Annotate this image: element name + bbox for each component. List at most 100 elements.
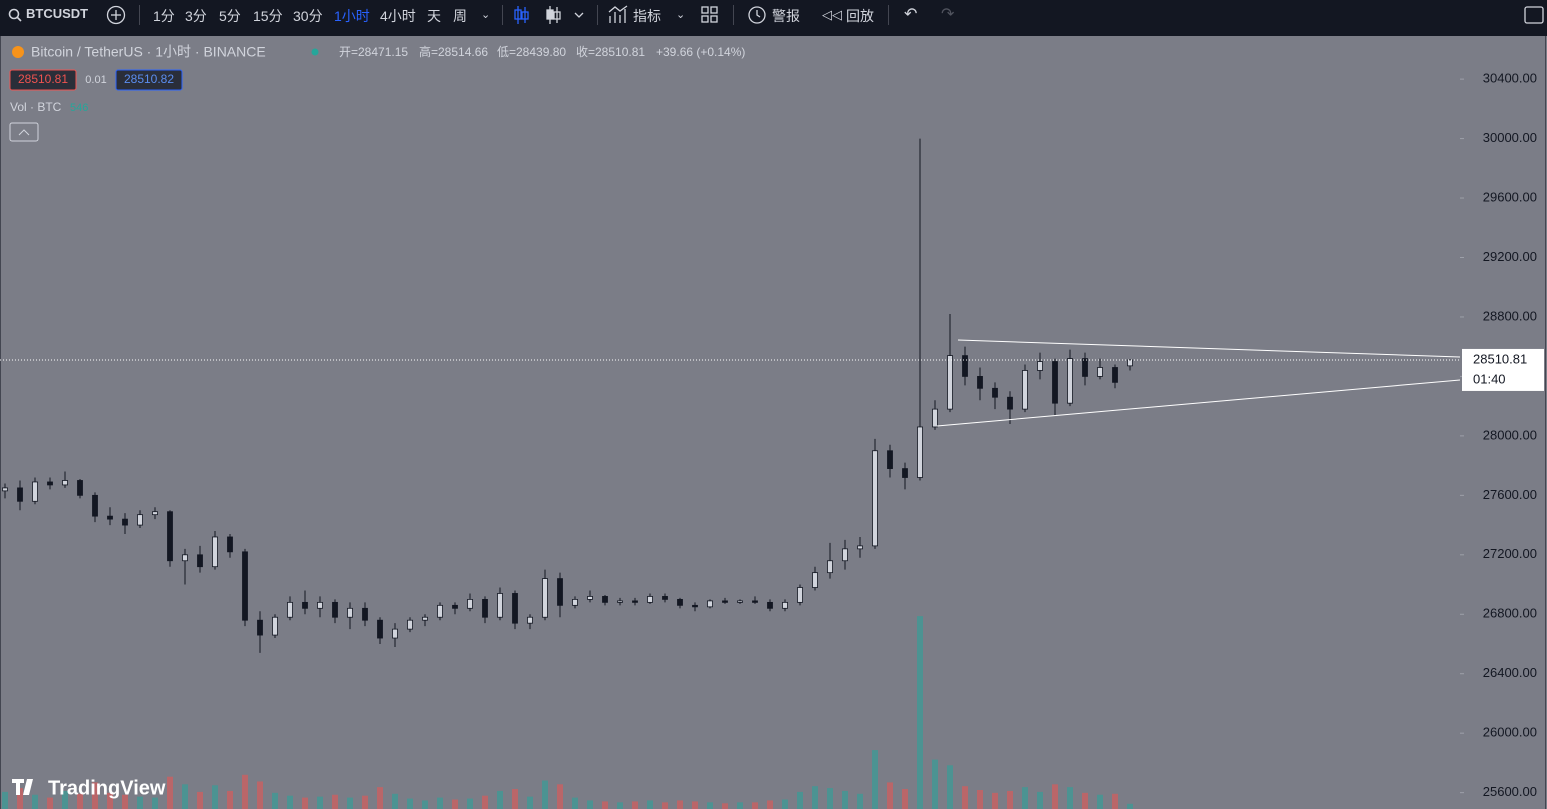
volume-bar <box>557 784 563 809</box>
candle-body <box>2 487 8 492</box>
candle-body <box>62 480 68 486</box>
interval[interactable]: 30分 <box>293 8 323 24</box>
volume-bar <box>677 800 683 809</box>
volume-bar <box>482 795 488 809</box>
volume-bar <box>857 793 863 809</box>
sell-price: 28510.81 <box>18 72 68 86</box>
logo-text: TradingView <box>48 777 166 799</box>
replay-button[interactable]: 回放 <box>846 8 874 24</box>
volume-bar <box>377 787 383 809</box>
candle-body <box>572 598 578 606</box>
volume-bar <box>332 794 338 809</box>
interval[interactable]: 天 <box>427 8 441 24</box>
volume-bar <box>782 799 788 809</box>
interval-menu[interactable]: ⌄ <box>481 9 491 21</box>
volume-bar <box>392 793 398 809</box>
volume-bar <box>1082 792 1088 809</box>
candle-body <box>692 604 698 608</box>
indicators-menu[interactable]: ⌄ <box>676 9 686 21</box>
y-tick-label: 27200.00 <box>1483 546 1537 561</box>
sell-badge[interactable] <box>9 69 77 91</box>
volume-bar <box>197 791 203 809</box>
candle-body <box>842 548 848 562</box>
y-tick-label: 29600.00 <box>1483 189 1537 204</box>
volume-bar <box>827 788 833 809</box>
collapse-button[interactable] <box>9 122 39 142</box>
undo-button[interactable]: ↶ <box>904 6 918 23</box>
candle-body <box>107 515 113 520</box>
candle-body <box>77 480 83 496</box>
volume-bar <box>632 801 638 809</box>
interval[interactable]: 3分 <box>185 8 207 24</box>
volume-bar <box>737 802 743 809</box>
buy-badge[interactable] <box>115 69 183 91</box>
symbol[interactable]: BTCUSDT <box>26 6 89 21</box>
chart-background <box>0 36 1547 809</box>
volume-bar <box>662 802 668 809</box>
candle-body <box>167 511 173 562</box>
volume-bar <box>107 792 113 809</box>
volume-bar <box>272 792 278 809</box>
volume-bar <box>1052 784 1058 809</box>
volume-bar <box>812 786 818 809</box>
volume-bar <box>257 781 263 809</box>
y-tick-label: 30000.00 <box>1483 130 1537 145</box>
candle-body <box>932 408 938 428</box>
candle-body <box>17 487 23 502</box>
fullscreen-button[interactable] <box>1523 4 1545 26</box>
candle-body <box>242 551 248 621</box>
indicators-button[interactable]: 指标 <box>633 8 661 24</box>
candle-body <box>872 450 878 547</box>
volume-bar <box>962 786 968 809</box>
candle-body <box>1022 370 1028 410</box>
separator <box>597 5 598 25</box>
layout-button[interactable] <box>700 5 720 25</box>
last-price-label: 28510.81 <box>1473 351 1527 366</box>
candle-body <box>302 601 308 609</box>
volume-title: Vol · BTC <box>10 100 62 114</box>
volume-bar <box>167 776 173 809</box>
candle-body <box>257 619 263 636</box>
interval[interactable]: 5分 <box>219 8 241 24</box>
candle-body <box>197 554 203 568</box>
interval[interactable]: 4小时 <box>380 8 416 24</box>
trend-line[interactable] <box>936 379 1461 427</box>
interval[interactable]: 15分 <box>253 8 283 24</box>
volume-bar <box>287 795 293 809</box>
chart-style-icons[interactable] <box>512 4 592 26</box>
volume-bar <box>302 797 308 809</box>
volume-bar <box>17 788 23 809</box>
volume-layer <box>2 616 1133 809</box>
volume-bar <box>527 796 533 809</box>
volume-bar <box>1067 787 1073 809</box>
interval[interactable]: 1分 <box>153 8 175 24</box>
y-tick-label: 26400.00 <box>1483 665 1537 680</box>
redo-button[interactable]: ↷ <box>941 6 955 23</box>
interval-active[interactable]: 1小时 <box>334 8 370 24</box>
add-symbol[interactable] <box>105 4 127 26</box>
interval[interactable]: 周 <box>453 8 467 24</box>
chart: 25600.00 26000.00 26400.00 26800.00 27200.00… <box>0 36 1547 809</box>
y-tick-label: 30400.00 <box>1483 71 1537 86</box>
volume-value: 546 <box>70 102 88 114</box>
separator <box>733 5 734 25</box>
trend-line[interactable] <box>957 339 1461 358</box>
volume-bar <box>842 790 848 809</box>
candle-body <box>992 387 998 398</box>
candle-body <box>527 616 533 624</box>
coin-icon <box>12 46 24 58</box>
separator <box>139 5 140 25</box>
volume-bar <box>437 797 443 809</box>
volume-bar <box>872 750 878 809</box>
volume-bar <box>497 790 503 809</box>
legend-title: Bitcoin / TetherUS · 1小时 · BINANCE <box>31 44 266 60</box>
candle-body <box>857 545 863 550</box>
spread: 0.01 <box>85 74 106 86</box>
price-axis: 25600.00 26000.00 26400.00 26800.00 27200.00… <box>1460 71 1537 799</box>
candle-body <box>272 616 278 636</box>
legend-close: 收=28510.81 <box>576 45 645 59</box>
candle-body <box>1127 359 1133 367</box>
separator <box>888 5 889 25</box>
alerts-button[interactable]: 警报 <box>772 8 800 24</box>
